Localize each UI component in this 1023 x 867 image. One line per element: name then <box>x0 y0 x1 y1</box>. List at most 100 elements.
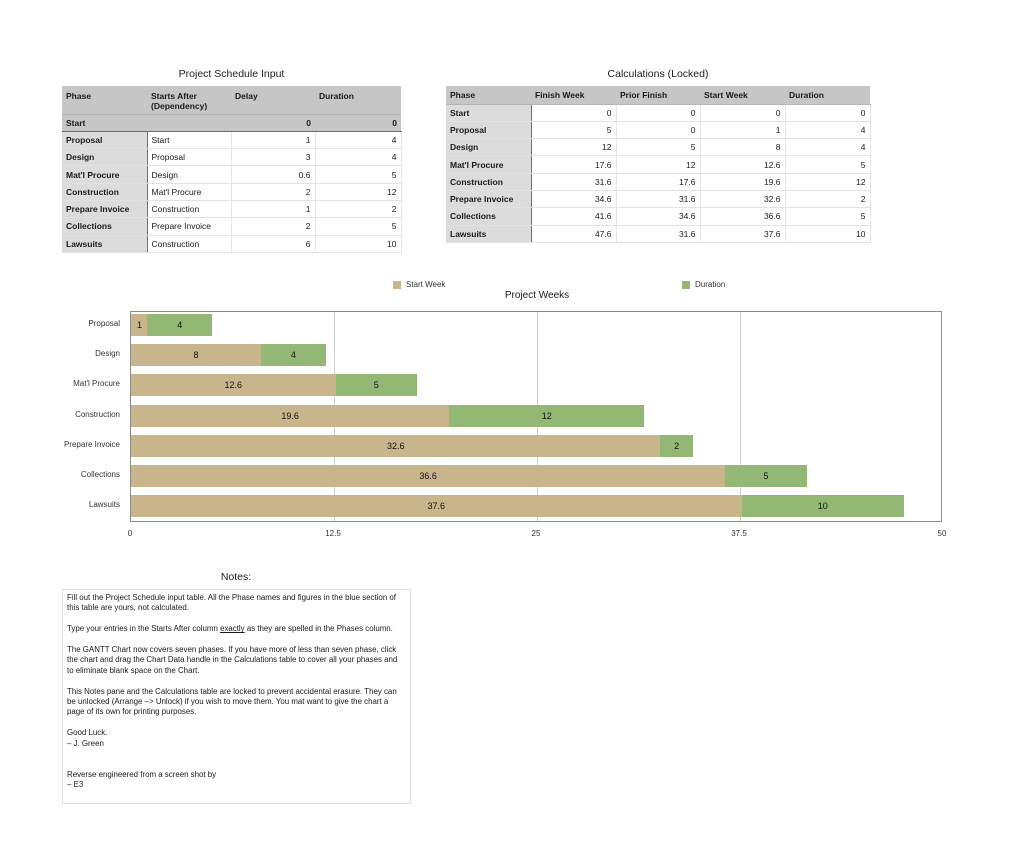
header-finish-week[interactable]: Finish Week <box>531 86 616 105</box>
cell-starts-after[interactable]: Construction <box>147 235 232 253</box>
cell-duration[interactable]: 10 <box>315 235 402 253</box>
duration-segment[interactable]: 10 <box>741 494 904 517</box>
cell-prior-finish[interactable]: 34.6 <box>616 207 701 226</box>
cell-duration[interactable]: 12 <box>785 173 871 191</box>
cell-start-week[interactable]: 12.6 <box>700 155 786 174</box>
cell-duration[interactable]: 10 <box>785 225 871 243</box>
gantt-bar[interactable]: 37.6 10 <box>131 494 904 517</box>
cell-finish-week[interactable]: 12 <box>531 138 617 157</box>
cell-phase[interactable]: Mat'l Procure <box>446 155 532 174</box>
cell-phase[interactable]: Collections <box>62 217 148 236</box>
cell-phase[interactable]: Prepare Invoice <box>446 190 532 209</box>
cell-phase[interactable]: Lawsuits <box>62 235 148 253</box>
cell-duration[interactable]: 0 <box>315 114 401 132</box>
cell-start-week[interactable]: 1 <box>700 121 786 140</box>
cell-start-week[interactable]: 0 <box>700 104 786 122</box>
header-phase[interactable]: Phase <box>62 86 147 115</box>
cell-finish-week[interactable]: 31.6 <box>531 173 617 191</box>
cell-finish-week[interactable]: 0 <box>531 104 617 122</box>
cell-start-week[interactable]: 32.6 <box>700 190 786 209</box>
cell-starts-after[interactable]: Mat'l Procure <box>147 183 232 201</box>
cell-duration[interactable]: 5 <box>315 165 402 184</box>
start-week-segment[interactable]: 12.6 <box>131 374 336 397</box>
cell-delay[interactable]: 2 <box>231 183 316 201</box>
cell-duration[interactable]: 5 <box>315 217 402 236</box>
header-starts-after[interactable]: Starts After (Dependency) <box>147 86 231 115</box>
cell-phase[interactable]: Construction <box>62 183 148 201</box>
cell-duration[interactable]: 5 <box>785 155 871 174</box>
cell-finish-week[interactable]: 5 <box>531 121 617 140</box>
cell-duration[interactable]: 4 <box>785 138 871 157</box>
cell-start-week[interactable]: 36.6 <box>700 207 786 226</box>
duration-segment[interactable]: 4 <box>260 344 326 367</box>
cell-starts-after[interactable] <box>147 114 231 132</box>
gantt-bar[interactable]: 36.6 5 <box>131 464 807 487</box>
cell-start-week[interactable]: 19.6 <box>700 173 786 191</box>
header-duration[interactable]: Duration <box>785 86 870 105</box>
cell-prior-finish[interactable]: 31.6 <box>616 190 701 209</box>
cell-start-week[interactable]: 8 <box>700 138 786 157</box>
gantt-bar[interactable]: 19.6 12 <box>131 404 645 427</box>
cell-phase[interactable]: Design <box>62 148 148 167</box>
notes-pane[interactable]: Fill out the Project Schedule input tabl… <box>62 589 411 804</box>
cell-delay[interactable]: 0.6 <box>231 165 316 184</box>
cell-prior-finish[interactable]: 5 <box>616 138 701 157</box>
gantt-bar[interactable]: 12.6 5 <box>131 374 417 397</box>
cell-duration[interactable]: 4 <box>315 148 402 167</box>
cell-start-week[interactable]: 37.6 <box>700 225 786 243</box>
start-week-segment[interactable]: 36.6 <box>131 464 726 487</box>
cell-delay[interactable]: 1 <box>231 200 316 219</box>
header-delay[interactable]: Delay <box>231 86 315 115</box>
cell-prior-finish[interactable]: 12 <box>616 155 701 174</box>
cell-starts-after[interactable]: Design <box>147 165 232 184</box>
cell-prior-finish[interactable]: 31.6 <box>616 225 701 243</box>
cell-phase[interactable]: Collections <box>446 207 532 226</box>
cell-duration[interactable]: 4 <box>315 131 402 150</box>
cell-prior-finish[interactable]: 0 <box>616 104 701 122</box>
duration-segment[interactable]: 2 <box>660 434 693 457</box>
cell-phase[interactable]: Start <box>62 114 147 132</box>
cell-starts-after[interactable]: Prepare Invoice <box>147 217 232 236</box>
cell-delay[interactable]: 6 <box>231 235 316 253</box>
start-week-segment[interactable]: 32.6 <box>131 434 661 457</box>
cell-duration[interactable]: 2 <box>315 200 402 219</box>
start-week-segment[interactable]: 8 <box>131 344 261 367</box>
cell-delay[interactable]: 1 <box>231 131 316 150</box>
cell-finish-week[interactable]: 34.6 <box>531 190 617 209</box>
cell-delay[interactable]: 3 <box>231 148 316 167</box>
cell-delay[interactable]: 0 <box>231 114 315 132</box>
cell-phase[interactable]: Proposal <box>62 131 148 150</box>
gantt-bar[interactable]: 32.6 2 <box>131 434 693 457</box>
header-start-week[interactable]: Start Week <box>700 86 785 105</box>
cell-duration[interactable]: 2 <box>785 190 871 209</box>
cell-phase[interactable]: Start <box>446 104 532 122</box>
duration-segment[interactable]: 5 <box>725 464 807 487</box>
cell-phase[interactable]: Design <box>446 138 532 157</box>
start-week-segment[interactable]: 19.6 <box>131 404 450 427</box>
header-duration[interactable]: Duration <box>315 86 401 115</box>
cell-starts-after[interactable]: Start <box>147 131 232 150</box>
header-phase[interactable]: Phase <box>446 86 531 105</box>
cell-finish-week[interactable]: 41.6 <box>531 207 617 226</box>
cell-duration[interactable]: 12 <box>315 183 402 201</box>
cell-phase[interactable]: Lawsuits <box>446 225 532 243</box>
cell-delay[interactable]: 2 <box>231 217 316 236</box>
cell-finish-week[interactable]: 47.6 <box>531 225 617 243</box>
cell-prior-finish[interactable]: 17.6 <box>616 173 701 191</box>
cell-phase[interactable]: Prepare Invoice <box>62 200 148 219</box>
duration-segment[interactable]: 5 <box>335 374 417 397</box>
cell-starts-after[interactable]: Proposal <box>147 148 232 167</box>
cell-phase[interactable]: Proposal <box>446 121 532 140</box>
header-prior-finish[interactable]: Prior Finish <box>616 86 700 105</box>
start-week-segment[interactable]: 37.6 <box>131 494 742 517</box>
cell-prior-finish[interactable]: 0 <box>616 121 701 140</box>
cell-duration[interactable]: 0 <box>785 104 871 122</box>
start-week-segment[interactable]: 1 <box>131 314 148 337</box>
cell-phase[interactable]: Mat'l Procure <box>62 165 148 184</box>
cell-starts-after[interactable]: Construction <box>147 200 232 219</box>
cell-duration[interactable]: 4 <box>785 121 871 140</box>
duration-segment[interactable]: 4 <box>147 314 213 337</box>
cell-duration[interactable]: 5 <box>785 207 871 226</box>
